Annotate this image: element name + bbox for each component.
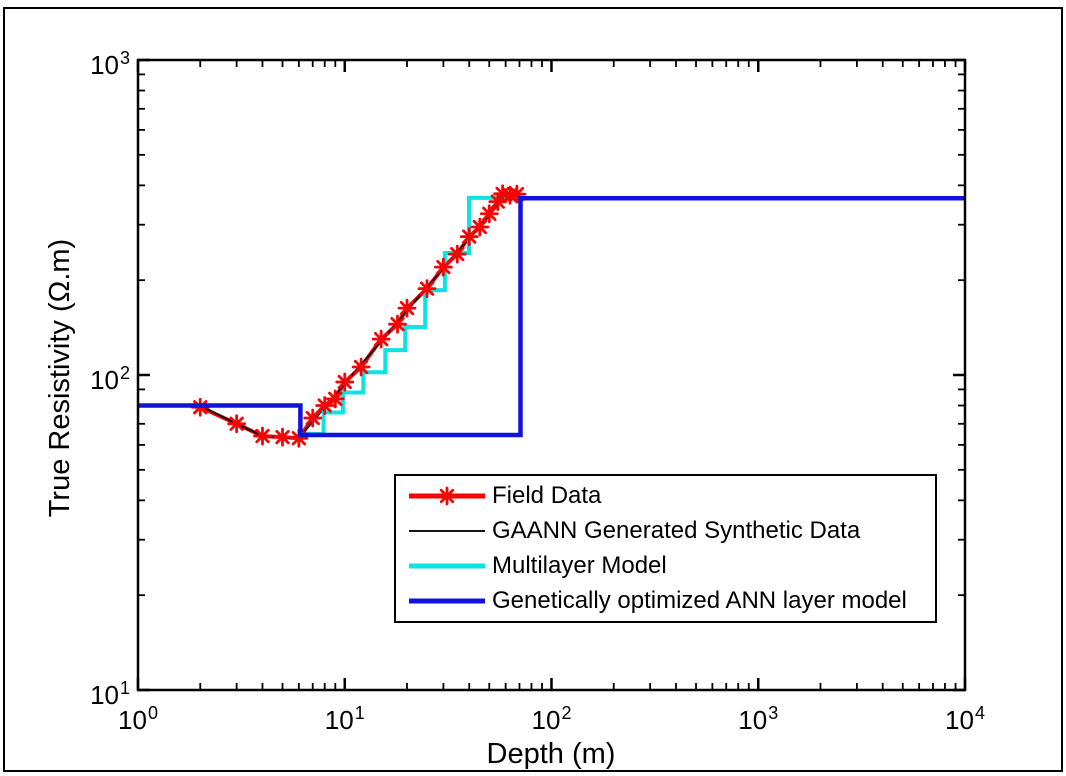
y-axis-label: True Resistivity (Ω.m) xyxy=(44,238,76,518)
legend-line-sample xyxy=(409,563,485,569)
legend-label-multilayer-model: Multilayer Model xyxy=(492,551,667,579)
x-tick-label-1000: 103 xyxy=(738,703,779,735)
y-tick-label-1000: 103 xyxy=(90,48,130,80)
legend-item-multilayer-model: Multilayer Model xyxy=(396,549,935,583)
series-field-data-markers xyxy=(190,184,527,448)
legend-item-field-data: Field Data xyxy=(396,479,935,513)
x-tick-label-10000: 104 xyxy=(945,703,985,735)
legend-line-sample xyxy=(409,598,485,604)
legend-label-gaann-synthetic: GAANN Generated Synthetic Data xyxy=(492,517,861,545)
x-tick-label-100: 102 xyxy=(531,703,572,735)
legend-line-field-data xyxy=(409,483,485,509)
axes-box xyxy=(136,58,967,692)
x-tick-label-1: 100 xyxy=(118,703,158,735)
legend-label-field-data: Field Data xyxy=(492,482,602,510)
series-genetically-optimized-ann-layer-model-line xyxy=(138,196,965,438)
x-axis-label: Depth (m) xyxy=(486,738,616,770)
legend-line-ann-layer-model xyxy=(409,588,485,614)
x-tick-label-10: 101 xyxy=(324,703,365,735)
legend-line-sample xyxy=(409,530,485,533)
legend-line-gaann-synthetic xyxy=(409,518,485,544)
legend-item-ann-layer-model: Genetically optimized ANN layer model xyxy=(396,584,935,618)
legend-field-data-marker-icon xyxy=(437,486,457,506)
legend-label-ann-layer-model: Genetically optimized ANN layer model xyxy=(492,586,907,614)
legend-line-multilayer-model xyxy=(409,553,485,579)
figure-border xyxy=(3,7,1063,772)
y-tick-label-100: 102 xyxy=(90,363,130,395)
legend-item-gaann-synthetic: GAANN Generated Synthetic Data xyxy=(396,514,935,548)
y-tick-label-10: 101 xyxy=(90,678,130,710)
legend: Field Data GAANN Generated Synthetic Dat… xyxy=(394,474,937,623)
